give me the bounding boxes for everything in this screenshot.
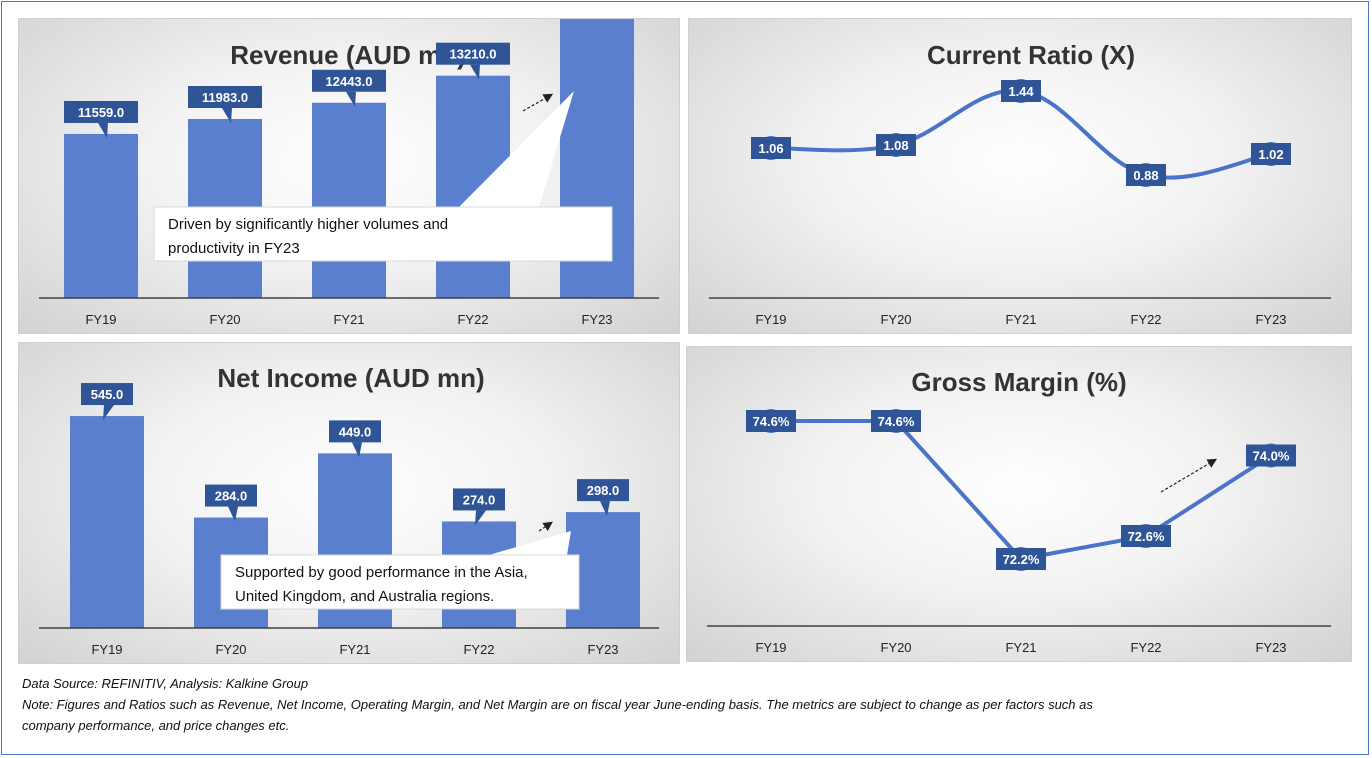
x-tick-label: FY23 <box>1255 312 1286 327</box>
x-tick-label: FY19 <box>91 642 122 657</box>
data-label-fy21-bg <box>1001 80 1041 102</box>
trend-arrow <box>522 93 554 112</box>
data-label-pointer <box>228 506 238 522</box>
annotation-pointer <box>489 531 571 555</box>
x-tick-label: FY22 <box>1130 640 1161 655</box>
data-label-fy22-bg <box>1126 164 1166 186</box>
data-label-fy20: 1.08 <box>883 138 908 153</box>
data-source-note: Data Source: REFINITIV, Analysis: Kalkin… <box>22 676 309 691</box>
data-label-fy23: 298.0 <box>587 483 620 498</box>
data-label-fy21-bg <box>312 69 386 92</box>
data-label-fy22: 274.0 <box>463 492 496 507</box>
line-svg-gross-margin: Gross Margin (%) 74.6% FY19 74.6% FY20 72.2% F… <box>707 367 1331 655</box>
bar-svg-revenue: Revenue (AUD mn) FY19 11559.0 FY20 11983.0 FY… <box>39 19 659 327</box>
x-tick-label: FY21 <box>1005 640 1036 655</box>
data-label-fy22: 0.88 <box>1133 168 1158 183</box>
x-tick-label: FY21 <box>1005 312 1036 327</box>
data-label-fy19-bg <box>81 383 133 406</box>
data-label-pointer <box>222 108 232 124</box>
data-label-fy19: 74.6% <box>753 414 790 429</box>
data-label-fy20: 74.6% <box>878 414 915 429</box>
x-tick-label: FY22 <box>457 312 488 327</box>
x-tick-label: FY20 <box>209 312 240 327</box>
data-label-fy19-bg <box>64 100 138 123</box>
data-label-fy21-bg <box>996 548 1046 570</box>
data-label-pointer <box>352 442 362 458</box>
data-label-pointer <box>346 91 356 107</box>
chart-title: Net Income (AUD mn) <box>217 363 484 393</box>
data-label-fy21: 12443.0 <box>326 74 373 89</box>
net-income-chart-panel: Net Income (AUD mn) FY19 545.0 FY20 284.0 FY2… <box>18 342 680 664</box>
x-tick-label: FY19 <box>755 312 786 327</box>
trend-arrow <box>1160 458 1218 493</box>
x-tick-label: FY23 <box>581 312 612 327</box>
data-label-pointer <box>103 405 114 421</box>
bar-svg-net-income: Net Income (AUD mn) FY19 545.0 FY20 284.0 FY2… <box>39 363 659 657</box>
data-label-fy23: 1.02 <box>1258 147 1283 162</box>
data-label-fy22-bg <box>436 42 510 65</box>
annotation-box <box>153 206 613 262</box>
data-label-fy19: 545.0 <box>91 387 124 402</box>
data-label-fy19: 11559.0 <box>78 105 124 120</box>
data-label-fy20: 284.0 <box>215 489 248 504</box>
bar-fy19 <box>70 416 144 628</box>
current-ratio-chart-panel: Current Ratio (X) 1.06 FY19 1.08 FY20 1.44 FY2… <box>688 18 1352 334</box>
x-tick-label: FY22 <box>1130 312 1161 327</box>
data-label-fy19: 1.06 <box>758 141 783 156</box>
data-label-fy23-bg <box>577 479 629 502</box>
data-label-pointer <box>470 64 480 80</box>
data-label-fy21-bg <box>329 420 381 443</box>
annotation-text: United Kingdom, and Australia regions. <box>235 588 494 605</box>
data-label-fy19-bg <box>751 137 791 159</box>
bar-fy19 <box>64 133 138 298</box>
chart-title: Current Ratio (X) <box>927 40 1135 70</box>
series-line <box>770 88 1272 180</box>
x-tick-label: FY21 <box>339 642 370 657</box>
data-label-fy22: 13210.0 <box>450 47 497 62</box>
annotation-text: Driven by significantly higher volumes a… <box>168 216 448 233</box>
x-tick-label: FY20 <box>880 640 911 655</box>
x-tick-label: FY20 <box>215 642 246 657</box>
annotation-pointer <box>459 91 574 207</box>
annotation-box <box>220 554 580 610</box>
data-label-fy19-bg <box>746 410 796 432</box>
data-label-fy20: 11983.0 <box>202 90 248 105</box>
data-label-fy23-bg <box>1251 143 1291 165</box>
line-svg-current-ratio: Current Ratio (X) 1.06 FY19 1.08 FY20 1.44 FY2… <box>709 40 1331 327</box>
x-tick-label: FY22 <box>463 642 494 657</box>
data-label-fy21: 1.44 <box>1008 84 1034 99</box>
data-label-pointer <box>600 501 610 517</box>
data-label-fy20-bg <box>205 484 257 507</box>
x-tick-label: FY23 <box>587 642 618 657</box>
footnote-line-1: Note: Figures and Ratios such as Revenue… <box>22 697 1093 712</box>
series-line <box>771 419 1273 561</box>
chart-title: Gross Margin (%) <box>911 367 1126 397</box>
data-label-fy22: 72.6% <box>1128 529 1165 544</box>
x-tick-label: FY20 <box>880 312 911 327</box>
revenue-chart-panel: Revenue (AUD mn) FY19 11559.0 FY20 11983.0 FY… <box>18 18 680 334</box>
x-tick-label: FY19 <box>755 640 786 655</box>
footnote-line-2: company performance, and price changes e… <box>22 718 290 733</box>
data-label-fy23-bg <box>1246 444 1296 467</box>
chart-title: Revenue (AUD mn) <box>230 40 465 70</box>
trend-arrow <box>538 521 553 532</box>
data-label-pointer <box>475 510 486 526</box>
data-label-pointer <box>98 122 108 138</box>
x-tick-label: FY21 <box>333 312 364 327</box>
annotation-text: productivity in FY23 <box>168 240 300 257</box>
gross-margin-chart-panel: Gross Margin (%) 74.6% FY19 74.6% FY20 72.2% F… <box>686 346 1352 662</box>
x-tick-label: FY19 <box>85 312 116 327</box>
data-label-fy21: 72.2% <box>1003 552 1040 567</box>
data-label-fy22-bg <box>453 488 505 511</box>
data-label-fy20-bg <box>876 134 916 156</box>
data-label-fy22-bg <box>1121 525 1171 547</box>
data-label-fy20-bg <box>871 410 921 432</box>
bar-fy21 <box>312 102 386 298</box>
data-label-fy20-bg <box>188 86 262 109</box>
data-label-fy21: 449.0 <box>339 424 372 439</box>
x-tick-label: FY23 <box>1255 640 1286 655</box>
data-label-fy23: 74.0% <box>1253 449 1290 464</box>
annotation-text: Supported by good performance in the Asi… <box>235 564 528 581</box>
